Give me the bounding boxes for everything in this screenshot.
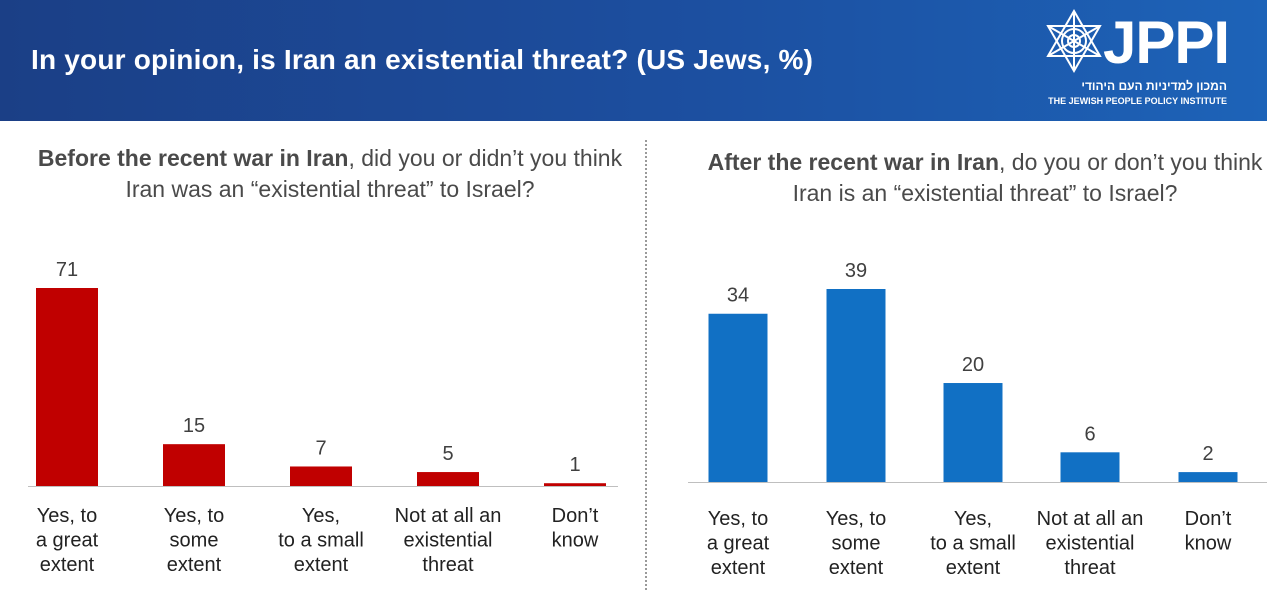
chart-after-bar [1060,452,1120,482]
chart-after-bar [1178,472,1238,482]
chart-before-category-label: existential [404,530,493,552]
question-before-war-text: , did you or didn’t you think Iran was a… [125,145,623,202]
chart-before-category-label: Yes, to [164,505,224,527]
chart-before-category-label: extent [294,554,349,576]
chart-before-category-label: Not at all an [395,505,502,527]
star-of-david-icon [1046,9,1102,73]
chart-after-bar [708,313,768,482]
chart-before-category-label: some [170,530,219,552]
page-title: In your opinion, is Iran an existential … [31,44,814,75]
chart-before-bar [290,466,352,486]
chart-after-category-label: Yes, to [708,508,768,530]
chart-before-category-label: Yes, [302,505,340,527]
chart-after-category-label: threat [1064,557,1116,579]
chart-before-bar [163,444,225,486]
chart-after-category-label: a great [707,533,770,555]
chart-after-category-label: know [1185,533,1232,555]
chart-after-data-label: 39 [845,260,867,282]
chart-after-category-label: existential [1046,533,1135,555]
chart-after-category-label: Yes, to [826,508,886,530]
chart-before-data-label: 15 [183,415,205,437]
chart-after-bar [826,289,886,482]
logo-english-name: THE JEWISH PEOPLE POLICY INSTITUTE [1048,96,1227,106]
chart-before-category-label: extent [40,554,95,576]
panel-divider [645,140,647,590]
chart-before-data-label: 1 [569,454,580,476]
logo-hebrew-name: המכון למדיניות העם היהודי [1081,79,1227,93]
chart-after-category-label: Don’t [1185,508,1232,530]
chart-before-data-label: 5 [442,443,453,465]
chart-after-category-label: some [832,533,881,555]
question-after-war: After the recent war in Iran, do you or … [690,147,1267,209]
chart-before-category-label: Yes, to [37,505,97,527]
chart-after-category-label: extent [829,557,884,579]
chart-after-data-label: 6 [1084,423,1095,445]
chart-after-category-label: extent [946,557,1001,579]
chart-before-category-label: know [552,530,599,552]
header-banner: In your opinion, is Iran an existential … [0,0,1267,121]
chart-before-category-label: threat [422,554,474,576]
chart-after-bar [943,383,1003,482]
chart-before-data-label: 7 [315,437,326,459]
chart-before-data-label: 71 [56,259,78,281]
chart-after-category-label: Yes, [954,508,992,530]
chart-after-category-label: extent [711,557,766,579]
question-after-war-text: , do you or don’t you think Iran is an “… [792,149,1263,206]
chart-before-category-label: extent [167,554,222,576]
chart-after-category-label: Not at all an [1037,508,1144,530]
chart-after-data-label: 2 [1202,443,1213,465]
chart-after-data-label: 34 [727,285,749,307]
jppi-logo: JPPI המכון למדיניות העם היהודי THE JEWIS… [1043,8,1243,116]
chart-after-category-label: to a small [930,533,1016,555]
chart-before-bar [544,483,606,486]
chart-before-bar [417,472,479,486]
chart-before-category-label: to a small [278,530,364,552]
chart-after-data-label: 20 [962,354,984,376]
question-before-war: Before the recent war in Iran, did you o… [30,143,630,205]
question-after-war-bold: After the recent war in Iran [707,149,1000,175]
chart-before-category-label: a great [36,530,99,552]
chart-before-category-label: Don’t [552,505,599,527]
chart-before-bar [36,288,98,486]
logo-wordmark: JPPI [1103,9,1230,76]
question-before-war-bold: Before the recent war in Iran [37,145,349,171]
